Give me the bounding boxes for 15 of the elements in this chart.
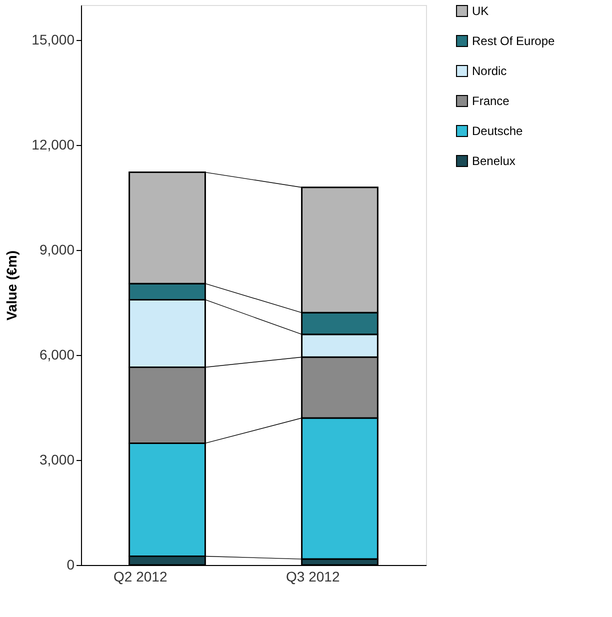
legend-label: Rest Of Europe xyxy=(472,34,556,48)
y-tick-label: 12,000 xyxy=(32,136,75,152)
y-tick-label: 0 xyxy=(66,556,75,572)
y-tick-label: 15,000 xyxy=(32,32,75,48)
legend-label: UK xyxy=(472,4,489,18)
y-axis-title: Value (€m) xyxy=(4,250,20,321)
legend-label: Deutsche xyxy=(472,124,524,138)
legend-label: France xyxy=(472,94,510,108)
x-tick-label: Q2 2012 xyxy=(114,568,168,584)
legend-label: Benelux xyxy=(472,154,516,168)
y-tick-label: 6,000 xyxy=(39,346,75,362)
legend-label: Nordic xyxy=(472,64,507,78)
y-tick-label: 3,000 xyxy=(39,452,75,468)
x-tick-label: Q3 2012 xyxy=(286,568,340,584)
y-tick-label: 9,000 xyxy=(39,242,75,258)
